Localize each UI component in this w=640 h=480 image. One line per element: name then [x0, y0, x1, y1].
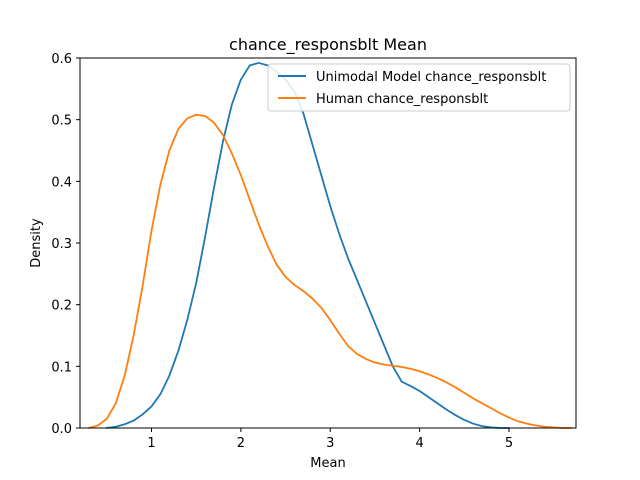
x-axis: 1 2 3 4 5: [147, 428, 513, 451]
series-layer: [88, 62, 573, 429]
legend-box: [267, 63, 571, 112]
series-line-0: [105, 62, 510, 429]
y-tick-label-2: 0.2: [51, 299, 72, 314]
y-tick-label-3: 0.3: [51, 237, 72, 252]
y-tick-label-5: 0.5: [51, 114, 72, 129]
x-tick-label-1: 2: [237, 436, 245, 451]
x-tick-label-0: 1: [147, 436, 155, 451]
series-line-1: [88, 113, 573, 429]
chart-title: chance_responsblt Mean: [229, 35, 427, 55]
y-tick-label-1: 0.1: [51, 360, 72, 375]
plot-area-frame: [79, 57, 577, 429]
x-tick-label-3: 4: [415, 436, 423, 451]
legend-label-unimodal: Unimodal Model chance_responsblt: [316, 70, 546, 85]
y-tick-label-6: 0.6: [51, 52, 72, 67]
y-tick-label-0: 0.0: [51, 422, 72, 437]
legend-label-human: Human chance_responsblt: [316, 92, 488, 107]
x-tick-label-2: 3: [326, 436, 334, 451]
y-tick-label-4: 0.4: [51, 175, 72, 190]
y-axis-label: Density: [29, 218, 44, 268]
x-axis-label: Mean: [310, 456, 345, 471]
x-tick-label-4: 5: [505, 436, 513, 451]
legend: Unimodal Model chance_responsblt Human c…: [267, 63, 571, 112]
y-axis: 0.0 0.1 0.2 0.3 0.4 0.5 0.6: [51, 52, 80, 437]
